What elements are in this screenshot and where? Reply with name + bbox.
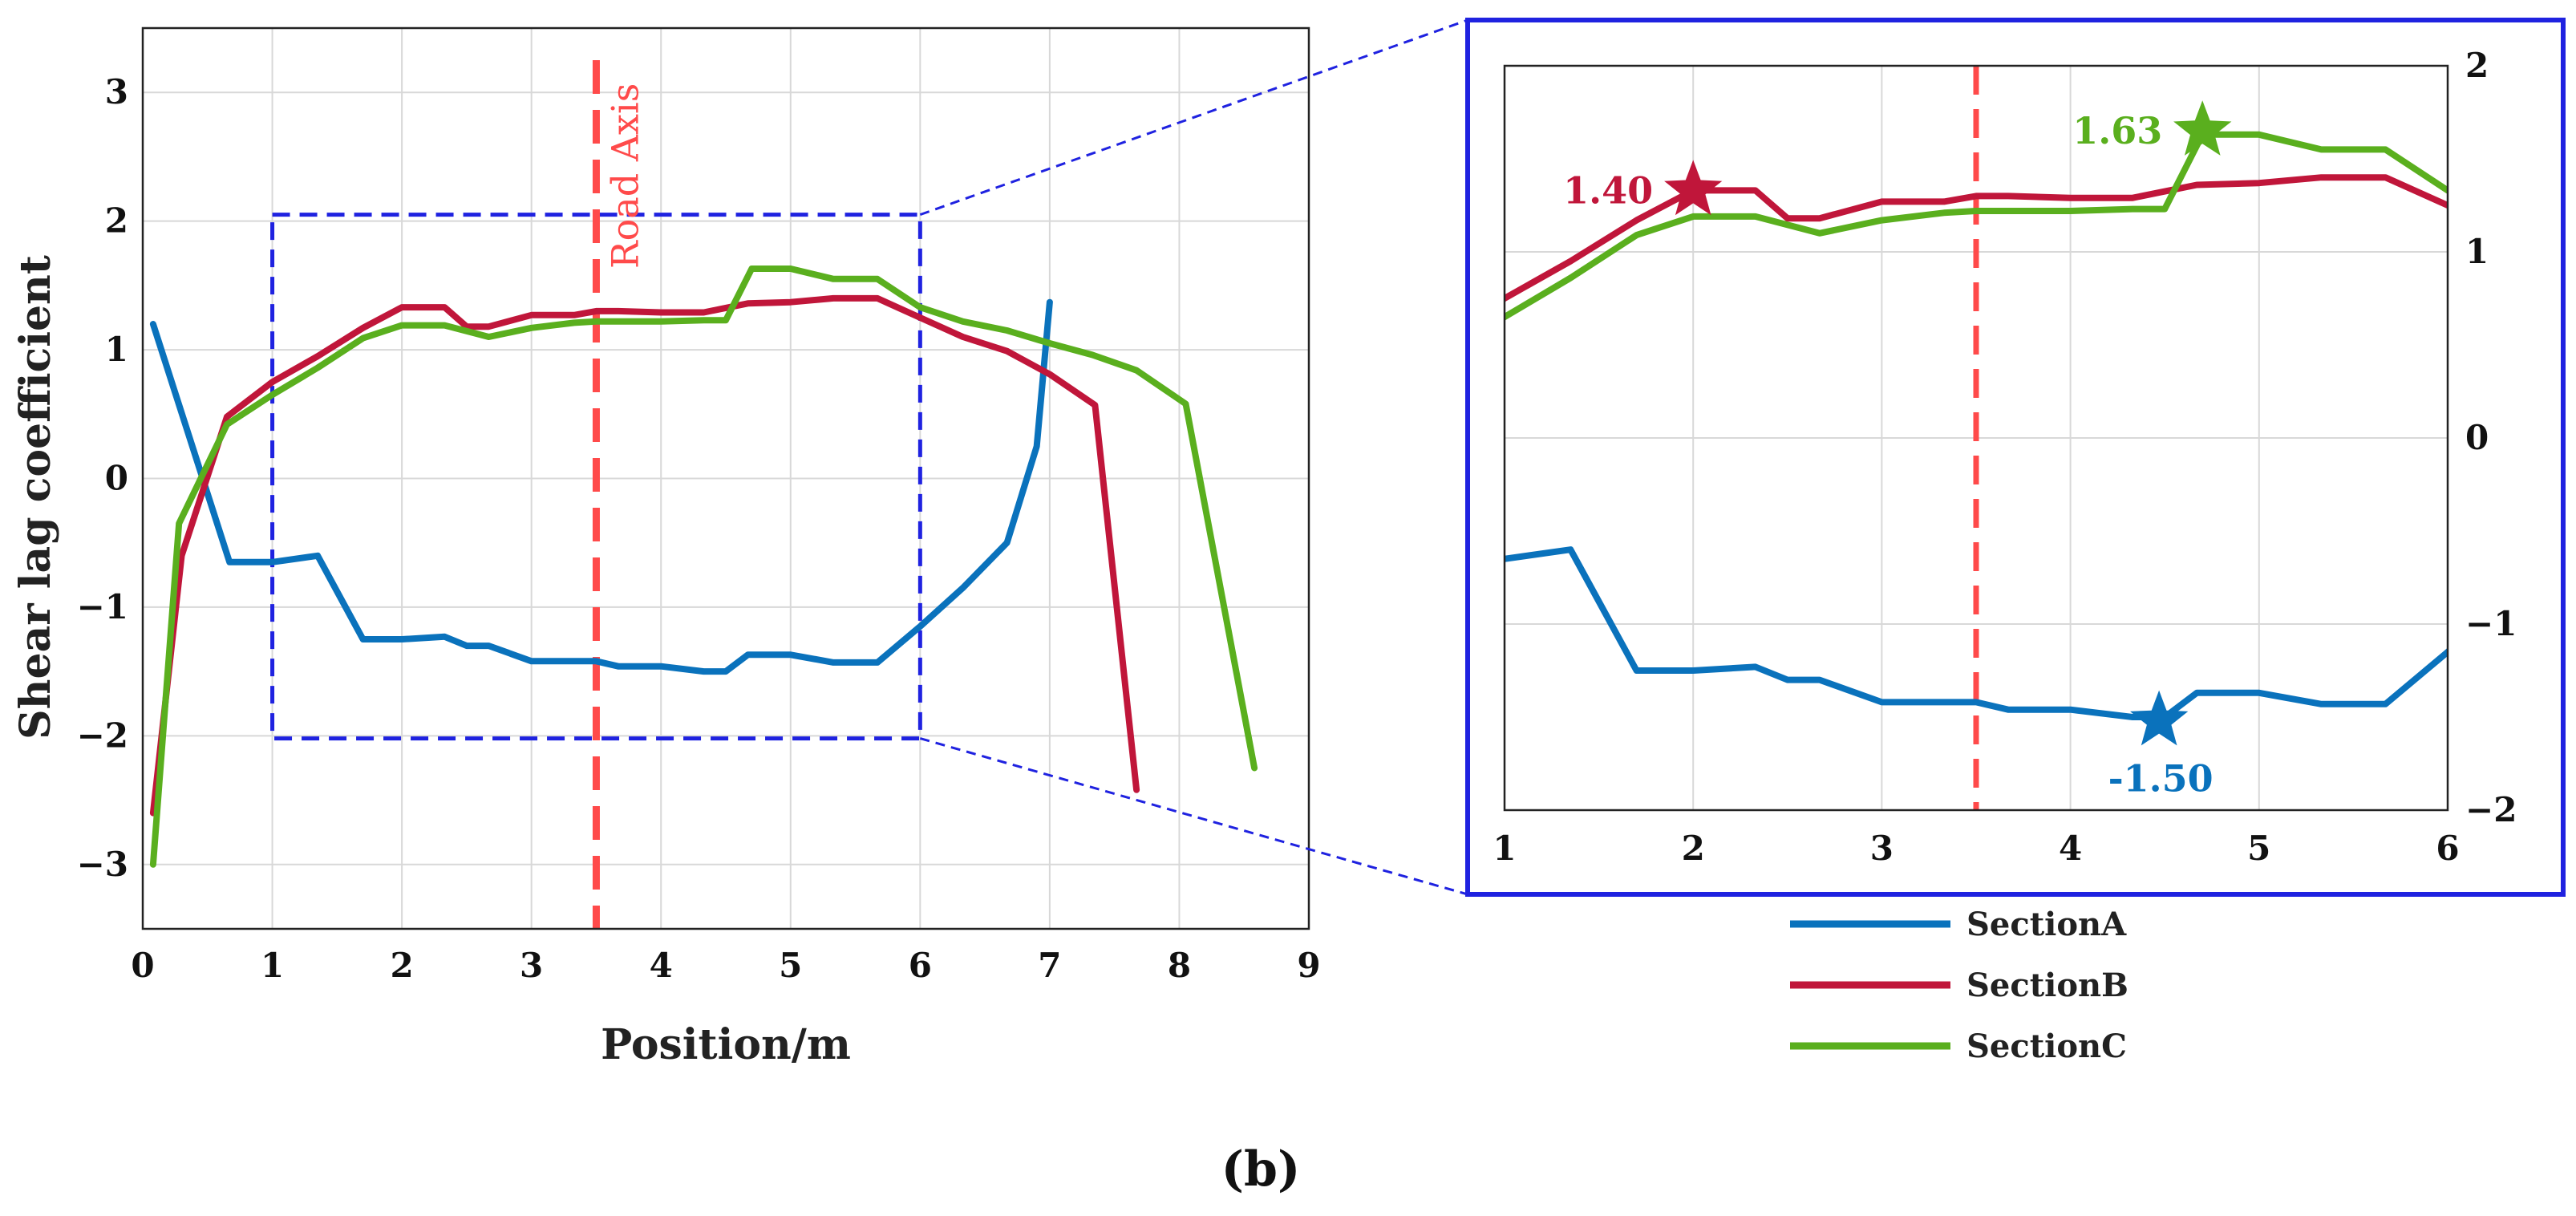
main-y-tick-label: −1: [77, 587, 128, 626]
main-y-tick-label: 3: [105, 72, 128, 111]
main-x-tick-label: 3: [520, 946, 543, 985]
inset-y-tick-label: −2: [2465, 790, 2517, 829]
x-axis-title: Position/m: [601, 1020, 851, 1069]
inset-annotations: 1.40 1.63 -1.50: [1563, 100, 2232, 801]
inset-x-tick-label: 3: [1870, 829, 1894, 868]
inset-series-SectionC: [1505, 131, 2448, 321]
inset-series-SectionB: [1505, 174, 2448, 303]
inset-x-tick-label: 5: [2247, 829, 2270, 868]
legend-label-SectionC: SectionC: [1966, 1028, 2127, 1065]
main-y-tick-label: −3: [77, 845, 128, 884]
star-marker-SectionC: [2173, 100, 2232, 156]
zoom-region-box: [270, 213, 922, 741]
inset-series-lines: [1505, 131, 2448, 720]
main-x-tick-label: 5: [779, 946, 802, 985]
main-series-SectionA: [149, 298, 1053, 675]
star-marker-SectionA: [2130, 690, 2189, 746]
main-x-tick-label: 0: [131, 946, 154, 985]
inset-x-tick-label: 2: [1682, 829, 1705, 868]
inset-x-tick-label: 6: [2436, 829, 2459, 868]
main-x-tick-label: 1: [261, 946, 284, 985]
main-grid: [143, 28, 1309, 929]
main-y-tick-labels: 3 2 1 0 −1 −2 −3: [77, 72, 128, 884]
annotation-label-SectionC: 1.63: [2072, 109, 2162, 152]
inset-series-SectionA: [1505, 546, 2448, 720]
annotation-label-SectionA: -1.50: [2108, 757, 2213, 801]
inset-x-tick-label: 4: [2059, 829, 2082, 868]
main-x-tick-label: 2: [390, 946, 413, 985]
inset-y-tick-label: 0: [2465, 418, 2489, 457]
legend: SectionA SectionB SectionC: [1790, 906, 2128, 1065]
main-series-lines: [149, 265, 1258, 868]
inset-outer-frame: [1465, 18, 2566, 897]
main-y-tick-label: −2: [77, 715, 128, 755]
y-axis-title: Shear lag coefficient: [11, 255, 60, 740]
main-x-tick-label: 9: [1297, 946, 1320, 985]
zoom-connector-lines: [919, 18, 1468, 896]
zoom-region-rect: [270, 213, 922, 741]
main-y-tick-label: 1: [105, 330, 128, 369]
inset-chart: 1.40 1.63 -1.50 1 2 3 4 5 6 2 1 0 −1 −2: [1465, 18, 2566, 897]
inset-y-tick-label: 1: [2465, 232, 2489, 271]
main-x-tick-label: 7: [1038, 946, 1061, 985]
main-x-tick-label: 4: [650, 946, 673, 985]
main-series-SectionB: [149, 294, 1140, 817]
legend-label-SectionB: SectionB: [1966, 967, 2128, 1004]
main-chart: Road Axis 0 1 2 3 4 5 6 7 8 9 3 2 1 0 −1 −2 −3 Position…: [11, 26, 1321, 1069]
inset-y-tick-labels: 2 1 0 −1 −2: [2465, 46, 2517, 829]
connector-line-bottom: [919, 737, 1468, 896]
main-plot-frame: [141, 26, 1310, 930]
panel-label: (b): [1221, 1141, 1301, 1198]
star-marker-SectionB: [1664, 160, 1723, 216]
main-x-tick-labels: 0 1 2 3 4 5 6 7 8 9: [131, 946, 1320, 985]
road-axis: Road Axis: [592, 60, 646, 929]
annotation-label-SectionB: 1.40: [1563, 168, 1653, 212]
legend-label-SectionA: SectionA: [1966, 906, 2127, 943]
road-axis-label: Road Axis: [603, 83, 646, 269]
connector-line-top: [919, 18, 1468, 217]
main-x-tick-label: 6: [909, 946, 932, 985]
inset-y-tick-label: −1: [2465, 604, 2517, 643]
main-x-tick-label: 8: [1168, 946, 1191, 985]
inset-x-tick-labels: 1 2 3 4 5 6: [1493, 829, 2459, 868]
main-y-tick-label: 0: [105, 459, 128, 498]
inset-plot-frame: [1503, 64, 2449, 812]
main-series-SectionC: [149, 265, 1258, 868]
inset-x-tick-label: 1: [1493, 829, 1516, 868]
inset-y-tick-label: 2: [2465, 46, 2489, 85]
main-y-tick-label: 2: [105, 201, 128, 241]
